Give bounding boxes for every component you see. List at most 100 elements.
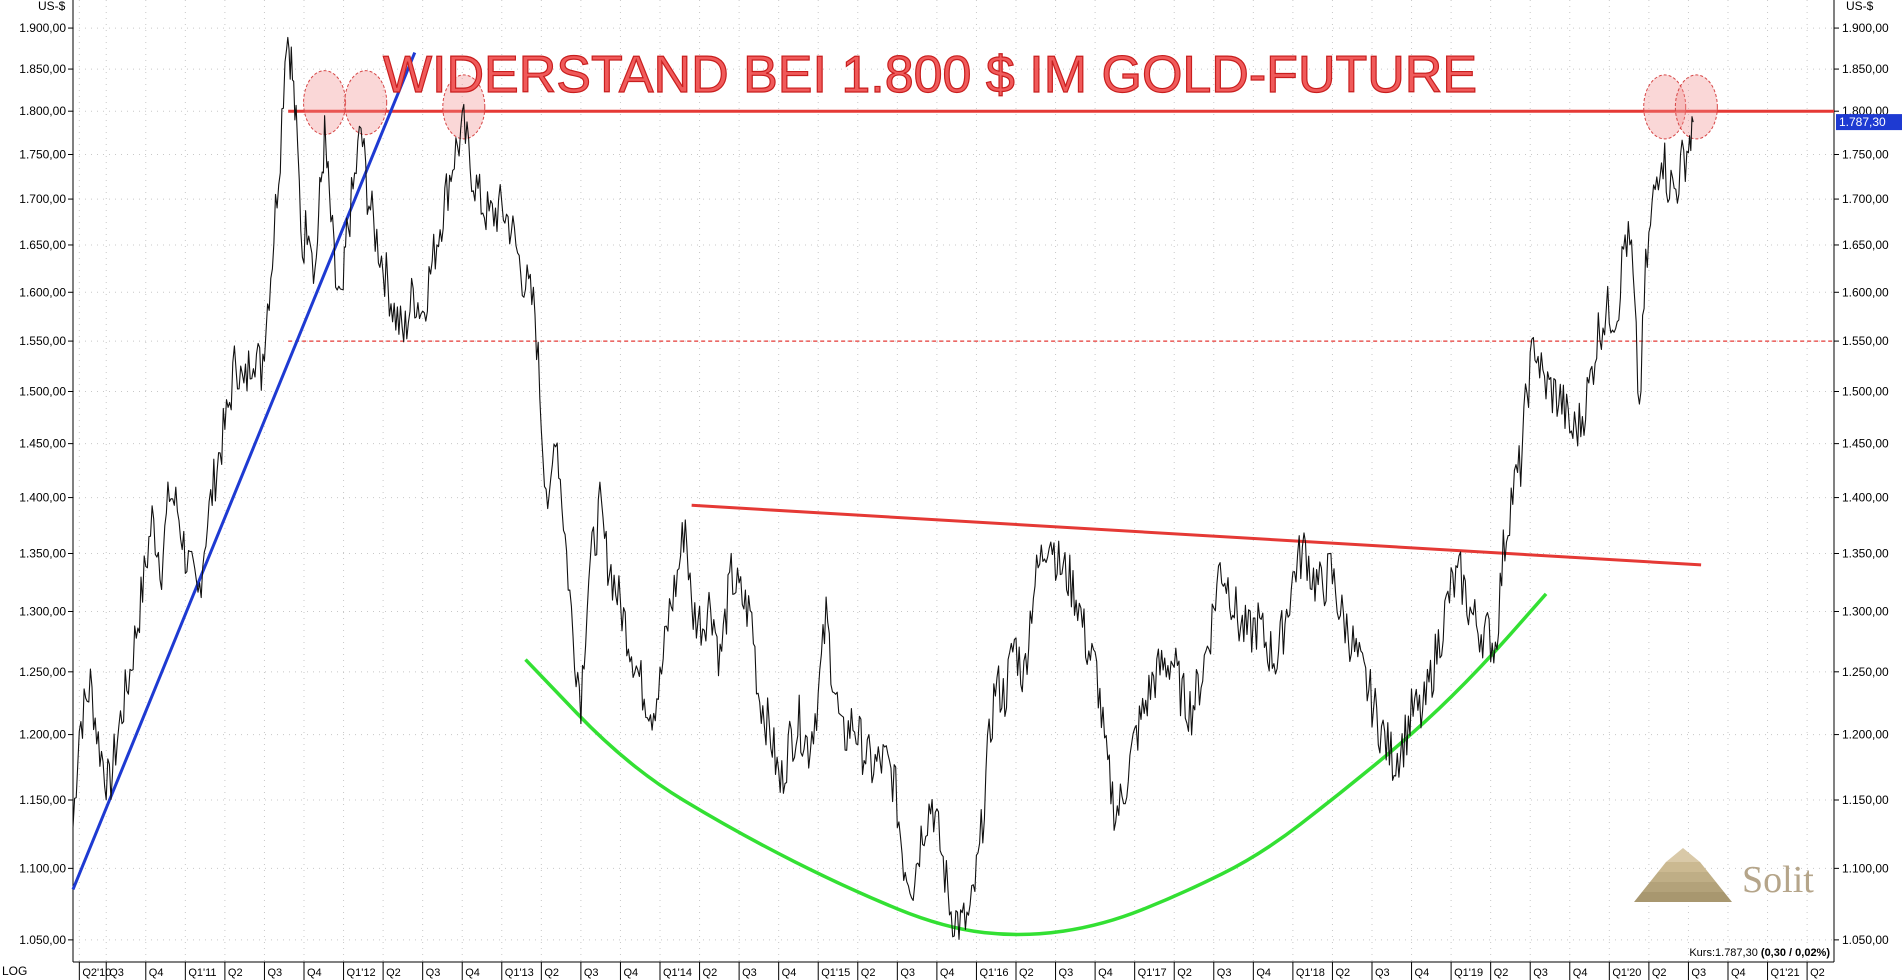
y-tick-label-right-8: 1.450,00: [1842, 437, 1889, 451]
x-tick-label-11: Q1'13: [505, 967, 534, 979]
y-tick-label-right-1: 1.100,00: [1842, 861, 1889, 875]
x-tick-label-10: Q4: [465, 967, 480, 979]
y-tick-label-right-9: 1.500,00: [1842, 385, 1889, 399]
y-tick-label-right-17: 1.900,00: [1842, 21, 1889, 35]
x-tick-label-14: Q4: [623, 967, 638, 979]
y-tick-label-left-1: 1.100,00: [19, 861, 66, 875]
y-tick-label-right-5: 1.300,00: [1842, 605, 1889, 619]
x-tick-label-25: Q3: [1059, 967, 1074, 979]
kurs-readout: Kurs:1.787,30 (0,30 / 0,02%): [1689, 947, 1830, 959]
kurs-change: (0,30 / 0,02%): [1761, 947, 1830, 959]
kurs-text: Kurs:1.787,30 (0,30 / 0,02%): [1689, 947, 1830, 959]
gold-price-line: [72, 36, 1694, 940]
y-tick-label-right-10: 1.550,00: [1842, 334, 1889, 348]
current-price-badge: 1.787,30: [1836, 114, 1902, 131]
x-tick-label-38: Q4: [1573, 967, 1588, 979]
y-tick-label-left-8: 1.450,00: [19, 437, 66, 451]
y-tick-label-right-6: 1.350,00: [1842, 546, 1889, 560]
x-tick-label-13: Q3: [584, 967, 599, 979]
y-tick-label-left-0: 1.050,00: [19, 933, 66, 947]
y-tick-label-right-14: 1.750,00: [1842, 148, 1889, 162]
solit-logo: Solit: [1634, 848, 1814, 902]
x-tick-label-29: Q3: [1217, 967, 1232, 979]
y-tick-label-left-6: 1.350,00: [19, 546, 66, 560]
y-tick-label-left-17: 1.900,00: [19, 21, 66, 35]
x-tick-label-26: Q4: [1098, 967, 1113, 979]
x-tick-label-8: Q2: [386, 967, 401, 979]
x-tick-label-0: Q2'10: [82, 967, 111, 979]
x-tick-label-24: Q2: [1019, 967, 1034, 979]
axes: [72, 0, 1835, 963]
current-price-badge-bg: [1836, 114, 1902, 131]
y-tick-label-right-12: 1.650,00: [1842, 238, 1889, 252]
top-circle-1: [344, 70, 388, 136]
x-tick-label-9: Q3: [426, 967, 441, 979]
price-series: [72, 36, 1694, 940]
x-tick-label-41: Q3: [1691, 967, 1706, 979]
x-tick-label-4: Q2: [228, 967, 243, 979]
y-tick-label-left-9: 1.500,00: [19, 385, 66, 399]
x-tick-label-12: Q2: [544, 967, 559, 979]
y-tick-label-left-5: 1.300,00: [19, 605, 66, 619]
x-tick-label-39: Q1'20: [1612, 967, 1641, 979]
y-tick-label-left-14: 1.750,00: [19, 148, 66, 162]
x-tick-label-36: Q2: [1494, 967, 1509, 979]
top-circle-4: [1674, 74, 1718, 140]
x-tick-label-2: Q4: [149, 967, 164, 979]
y-tick-label-right-4: 1.250,00: [1842, 665, 1889, 679]
y-tick-label-left-11: 1.600,00: [19, 285, 66, 299]
x-tick-label-15: Q1'14: [663, 967, 692, 979]
x-tick-label-20: Q2: [861, 967, 876, 979]
pyramid-icon: [1634, 848, 1732, 902]
x-tick-label-1: Q3: [109, 967, 124, 979]
rounding-bottom-arc: [524, 592, 1548, 937]
x-tick-label-21: Q3: [900, 967, 915, 979]
x-tick-label-34: Q4: [1415, 967, 1430, 979]
neckline-line: [691, 503, 1702, 567]
y-tick-label-left-4: 1.250,00: [19, 665, 66, 679]
y-tick-label-left-15: 1.800,00: [19, 104, 66, 118]
y-tick-label-right-16: 1.850,00: [1842, 62, 1889, 76]
y-tick-label-right-3: 1.200,00: [1842, 728, 1889, 742]
logo-text: Solit: [1742, 859, 1814, 901]
annotations: [71, 51, 1834, 937]
x-tick-label-32: Q2: [1335, 967, 1350, 979]
x-tick-label-43: Q1'21: [1771, 967, 1800, 979]
x-tick-label-37: Q3: [1533, 967, 1548, 979]
x-tick-label-16: Q2: [703, 967, 718, 979]
y-axis-label-right: US-$: [1846, 0, 1874, 13]
y-tick-labels-right: 1.050,00 1.100,00 1.150,00 1.200,00 1.250,00…: [1834, 21, 1889, 947]
y-tick-label-right-11: 1.600,00: [1842, 285, 1889, 299]
y-tick-label-right-0: 1.050,00: [1842, 933, 1889, 947]
x-tick-label-5: Q3: [267, 967, 282, 979]
x-tick-label-27: Q1'17: [1138, 967, 1167, 979]
top-circle-3: [1643, 74, 1687, 140]
x-tick-label-31: Q1'18: [1296, 967, 1325, 979]
x-tick-label-40: Q2: [1652, 967, 1667, 979]
x-tick-label-44: Q2: [1810, 967, 1825, 979]
x-tick-label-30: Q4: [1256, 967, 1271, 979]
x-tick-label-33: Q3: [1375, 967, 1390, 979]
grid-lines: [73, 0, 1834, 962]
y-tick-label-right-7: 1.400,00: [1842, 491, 1889, 505]
y-tick-label-left-13: 1.700,00: [19, 192, 66, 206]
y-tick-label-left-16: 1.850,00: [19, 62, 66, 76]
x-tick-label-7: Q1'12: [347, 967, 376, 979]
x-tick-label-17: Q3: [742, 967, 757, 979]
uptrend-line: [71, 51, 417, 891]
kurs-value: Kurs:1.787,30: [1689, 947, 1758, 959]
current-price-label: 1.787,30: [1839, 115, 1886, 129]
x-tick-label-18: Q4: [782, 967, 797, 979]
x-tick-label-35: Q1'19: [1454, 967, 1483, 979]
x-tick-label-19: Q1'15: [821, 967, 850, 979]
chart-title: WIDERSTAND BEI 1.800 $ IM GOLD-FUTURE: [383, 46, 1477, 104]
y-tick-label-left-12: 1.650,00: [19, 238, 66, 252]
x-tick-label-42: Q4: [1731, 967, 1746, 979]
y-tick-label-left-3: 1.200,00: [19, 728, 66, 742]
x-tick-label-23: Q1'16: [979, 967, 1008, 979]
y-tick-label-left-2: 1.150,00: [19, 793, 66, 807]
x-tick-label-28: Q2: [1177, 967, 1192, 979]
